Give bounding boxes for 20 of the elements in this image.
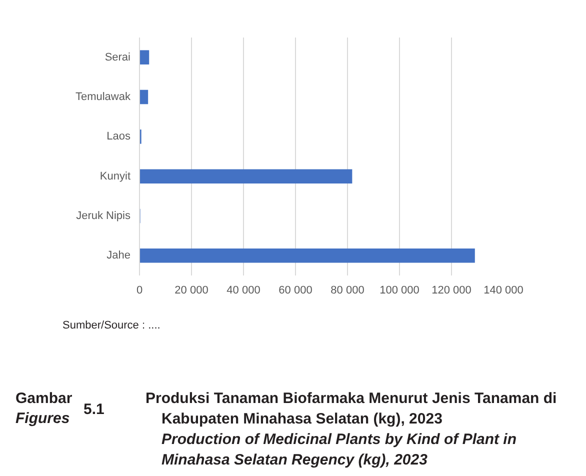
- x-tick-label: 120 000: [432, 284, 472, 296]
- x-tick-label: 140 000: [484, 284, 524, 296]
- text: Produksi Tanaman Biofarmaka Menurut Jenis Tanaman di Kabupaten Minahasa Selatan (kg), 2023: [146, 390, 557, 428]
- y-tick-label: Jahe: [106, 250, 131, 262]
- y-tick-label: Kunyit: [100, 170, 131, 182]
- x-tick-label: 20 000: [174, 284, 208, 296]
- text: Figures: [16, 410, 70, 427]
- y-tick-label: Laos: [106, 130, 131, 143]
- x-tick-label: 60 000: [278, 284, 312, 296]
- text: Gambar: [16, 390, 72, 407]
- x-tick-label: 80 000: [330, 284, 364, 296]
- y-tick-label: Jeruk Nipis: [76, 210, 131, 222]
- y-tick-label: Serai: [104, 51, 131, 64]
- text: Production of Medicinal Plants by Kind of Plant in Minahasa Selatan Regency (kg), 2023: [162, 431, 517, 468]
- y-tick-label: Temulawak: [75, 91, 131, 103]
- x-tick-label: 100 000: [380, 284, 420, 296]
- text: Sumber/Source : ....: [62, 320, 160, 332]
- x-tick-label: 0: [136, 284, 143, 296]
- x-tick-label: 40 000: [226, 284, 260, 296]
- text: 5.1: [84, 401, 104, 418]
